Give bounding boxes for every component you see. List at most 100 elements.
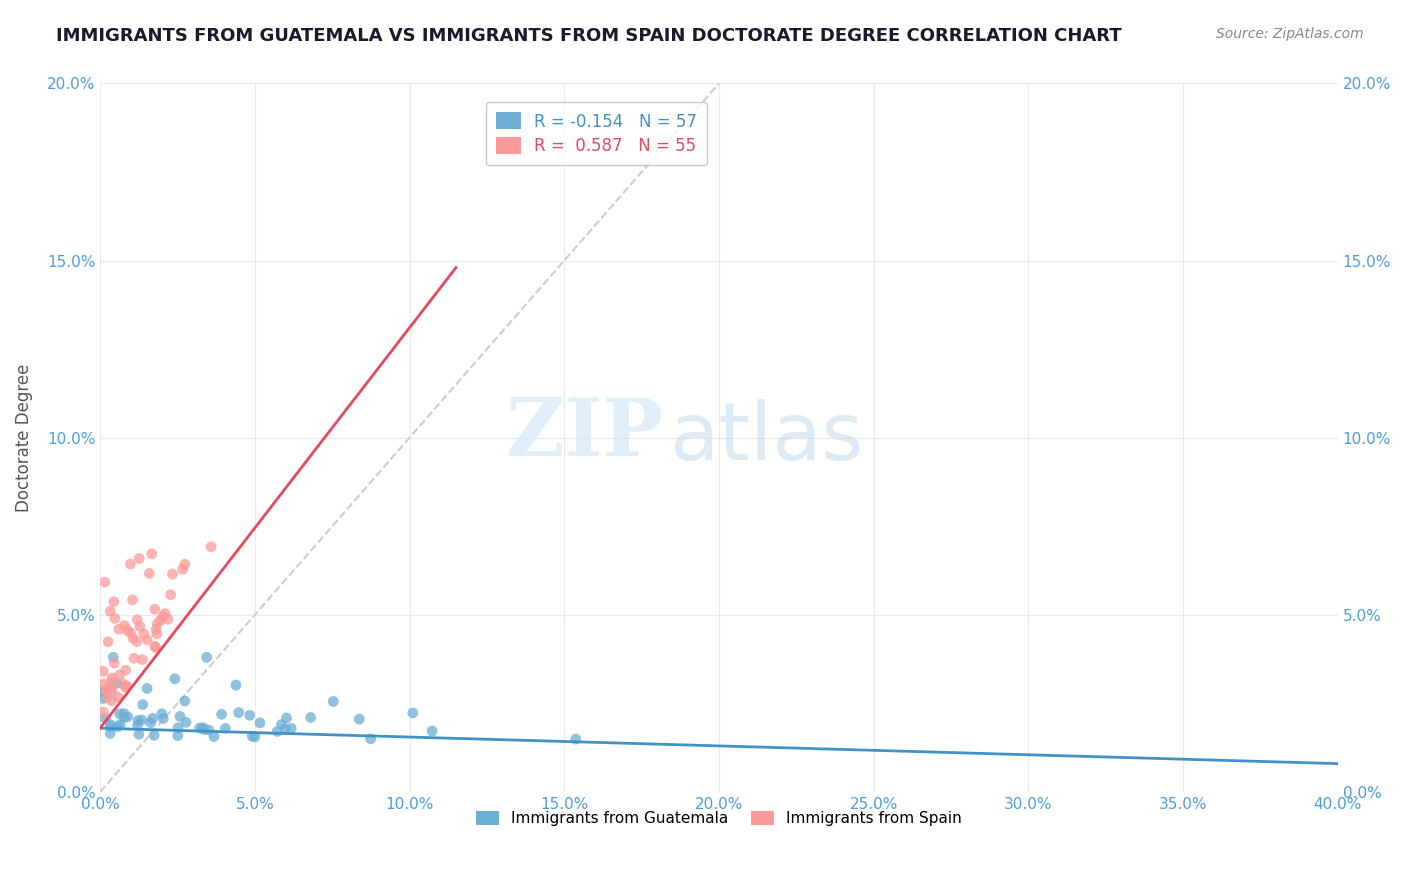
Point bbox=[107, 720, 129, 734]
Text: IMMIGRANTS FROM GUATEMALA VS IMMIGRANTS FROM SPAIN DOCTORATE DEGREE CORRELATION : IMMIGRANTS FROM GUATEMALA VS IMMIGRANTS … bbox=[56, 27, 1122, 45]
Point bbox=[211, 707, 233, 722]
Point bbox=[136, 681, 159, 696]
Point bbox=[214, 722, 236, 736]
Point bbox=[139, 715, 162, 730]
Point bbox=[138, 566, 160, 581]
Point bbox=[132, 698, 155, 712]
Point bbox=[145, 622, 167, 636]
Point bbox=[225, 678, 247, 692]
Point bbox=[146, 626, 169, 640]
Point bbox=[131, 652, 153, 666]
Point bbox=[103, 650, 125, 665]
Point bbox=[127, 714, 149, 728]
Legend: Immigrants from Guatemala, Immigrants from Spain: Immigrants from Guatemala, Immigrants fr… bbox=[468, 804, 970, 834]
Point bbox=[228, 706, 250, 720]
Point bbox=[101, 671, 124, 685]
Point bbox=[108, 706, 131, 721]
Point bbox=[143, 602, 166, 616]
Point bbox=[105, 676, 128, 690]
Point bbox=[159, 588, 181, 602]
Point bbox=[193, 723, 215, 737]
Point bbox=[100, 718, 122, 732]
Point bbox=[191, 721, 214, 735]
Point bbox=[128, 727, 150, 741]
Point bbox=[100, 694, 122, 708]
Point bbox=[172, 562, 194, 576]
Point bbox=[91, 705, 114, 719]
Point bbox=[274, 722, 297, 736]
Text: Source: ZipAtlas.com: Source: ZipAtlas.com bbox=[1216, 27, 1364, 41]
Point bbox=[280, 721, 302, 735]
Point bbox=[349, 712, 371, 726]
Point bbox=[322, 694, 344, 708]
Point bbox=[114, 618, 136, 632]
Point bbox=[114, 680, 136, 694]
Point bbox=[104, 611, 127, 625]
Point bbox=[98, 604, 121, 618]
Point bbox=[173, 558, 195, 572]
Point bbox=[107, 690, 129, 705]
Point bbox=[112, 706, 135, 721]
Point bbox=[96, 690, 118, 705]
Point bbox=[141, 547, 163, 561]
Point bbox=[122, 632, 145, 646]
Point bbox=[131, 713, 153, 727]
Point bbox=[169, 709, 191, 723]
Point bbox=[121, 593, 143, 607]
Point bbox=[93, 575, 115, 590]
Point bbox=[167, 721, 190, 735]
Point bbox=[153, 607, 176, 621]
Point bbox=[100, 681, 122, 695]
Point bbox=[103, 594, 125, 608]
Point bbox=[565, 732, 588, 747]
Point bbox=[243, 730, 266, 744]
Point bbox=[360, 731, 382, 746]
Point bbox=[100, 684, 122, 698]
Point bbox=[195, 650, 218, 665]
Point bbox=[249, 715, 271, 730]
Point bbox=[173, 694, 195, 708]
Point bbox=[112, 710, 135, 724]
Point bbox=[94, 711, 117, 725]
Point bbox=[117, 710, 139, 724]
Text: atlas: atlas bbox=[669, 399, 863, 476]
Point bbox=[299, 710, 322, 724]
Point bbox=[420, 724, 443, 739]
Point bbox=[143, 728, 166, 742]
Point bbox=[108, 668, 131, 682]
Point bbox=[143, 640, 166, 654]
Point bbox=[127, 718, 149, 732]
Point bbox=[157, 612, 180, 626]
Point bbox=[107, 622, 129, 636]
Text: ZIP: ZIP bbox=[506, 395, 664, 473]
Point bbox=[115, 679, 138, 693]
Point bbox=[91, 685, 114, 699]
Point bbox=[188, 721, 211, 735]
Point bbox=[174, 715, 197, 730]
Point bbox=[98, 726, 121, 740]
Point bbox=[200, 540, 222, 554]
Point bbox=[163, 672, 186, 686]
Point bbox=[96, 683, 118, 698]
Point bbox=[117, 624, 139, 638]
Point bbox=[91, 677, 114, 691]
Y-axis label: Doctorate Degree: Doctorate Degree bbox=[15, 364, 32, 512]
Point bbox=[202, 730, 225, 744]
Point bbox=[239, 708, 262, 723]
Point bbox=[122, 651, 145, 665]
Point bbox=[146, 616, 169, 631]
Point bbox=[128, 551, 150, 566]
Point bbox=[129, 619, 152, 633]
Point bbox=[240, 729, 263, 743]
Point bbox=[108, 717, 131, 731]
Point bbox=[150, 706, 173, 721]
Point bbox=[198, 723, 221, 737]
Point bbox=[103, 656, 125, 670]
Point bbox=[132, 627, 155, 641]
Point bbox=[91, 665, 114, 679]
Point bbox=[136, 632, 159, 647]
Point bbox=[97, 634, 120, 648]
Point bbox=[100, 720, 122, 734]
Point bbox=[120, 626, 142, 640]
Point bbox=[127, 613, 149, 627]
